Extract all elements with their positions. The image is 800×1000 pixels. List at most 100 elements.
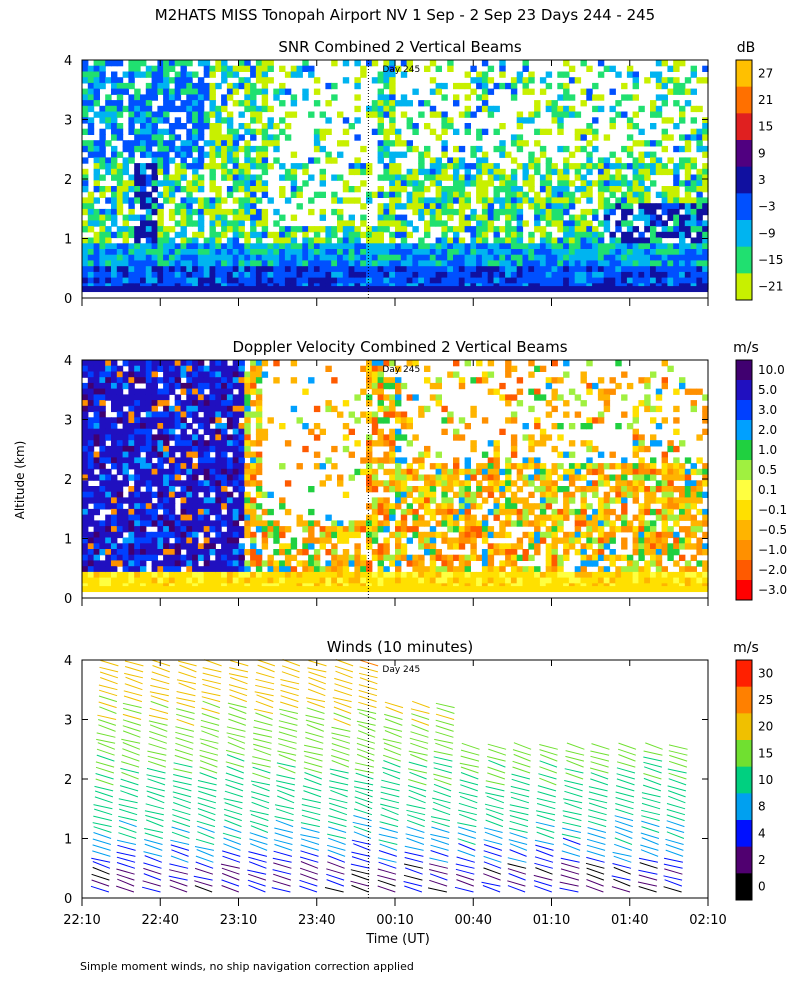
heatmap-cell: [505, 203, 512, 210]
heatmap-cell: [244, 208, 251, 216]
heatmap-cell: [551, 377, 558, 384]
heatmap-cell: [255, 365, 263, 372]
heatmap-cell: [516, 254, 524, 261]
heatmap-cell: [522, 60, 529, 67]
heatmap-cell: [458, 491, 466, 498]
heatmap-cell: [215, 554, 222, 561]
heatmap-cell: [325, 566, 332, 573]
heatmap-cell: [650, 254, 657, 261]
heatmap-cell: [505, 151, 512, 158]
heatmap-cell: [481, 94, 489, 101]
heatmap-cell: [82, 140, 89, 147]
heatmap-cell: [192, 123, 199, 130]
heatmap-cell: [673, 77, 680, 84]
heatmap-cell: [116, 549, 124, 556]
heatmap-cell: [371, 360, 379, 367]
heatmap-cell: [319, 237, 326, 244]
heatmap-cell: [157, 417, 164, 424]
heatmap-cell: [389, 468, 396, 476]
heatmap-cell: [111, 486, 118, 493]
heatmap-cell: [163, 577, 170, 584]
heatmap-cell: [539, 514, 547, 521]
heatmap-cell: [580, 277, 587, 284]
heatmap-cell: [221, 445, 228, 453]
heatmap-cell: [464, 457, 471, 464]
heatmap-cell: [140, 151, 147, 158]
heatmap-cell: [145, 440, 153, 447]
heatmap-cell: [163, 94, 170, 101]
heatmap-cell: [116, 463, 124, 470]
heatmap-cell: [82, 388, 89, 395]
heatmap-cell: [655, 277, 663, 284]
heatmap-cell: [377, 560, 384, 567]
heatmap-cell: [603, 163, 611, 170]
heatmap-cell: [93, 174, 100, 181]
heatmap-cell: [244, 186, 251, 193]
heatmap-cell: [128, 151, 135, 158]
heatmap-cell: [487, 249, 495, 256]
heatmap-cell: [557, 577, 564, 584]
heatmap-cell: [128, 371, 135, 378]
heatmap-cell: [313, 128, 321, 135]
heatmap-cell: [226, 65, 234, 72]
heatmap-cell: [134, 451, 141, 458]
heatmap-cell: [82, 434, 89, 441]
heatmap-cell: [470, 88, 477, 95]
heatmap-cell: [122, 400, 129, 407]
heatmap-cell: [255, 77, 263, 84]
heatmap-cell: [534, 220, 541, 227]
heatmap-cell: [626, 71, 634, 78]
heatmap-cell: [82, 180, 89, 187]
heatmap-cell: [464, 480, 471, 487]
heatmap-cell: [180, 237, 187, 244]
heatmap-cell: [481, 474, 489, 481]
heatmap-cell: [128, 60, 135, 67]
heatmap-cell: [163, 514, 170, 521]
heatmap-cell: [128, 174, 135, 181]
heatmap-cell: [232, 434, 240, 441]
heatmap-cell: [93, 400, 100, 407]
heatmap-cell: [128, 111, 135, 118]
heatmap-cell: [197, 388, 205, 395]
heatmap-cell: [429, 531, 437, 539]
heatmap-cell: [134, 543, 141, 550]
heatmap-cell: [539, 180, 547, 187]
heatmap-cell: [655, 203, 663, 210]
heatmap-cell: [180, 243, 187, 250]
heatmap-cell: [655, 237, 663, 244]
heatmap-cell: [192, 434, 199, 441]
heatmap-cell: [510, 157, 518, 164]
heatmap-cell: [134, 411, 141, 418]
heatmap-cell: [174, 405, 182, 413]
heatmap-cell: [458, 497, 466, 504]
heatmap-cell: [621, 111, 628, 118]
heatmap-cell: [279, 214, 286, 221]
heatmap-cell: [261, 531, 269, 539]
heatmap-cell: [389, 440, 396, 447]
heatmap-cell: [435, 271, 442, 279]
heatmap-cell: [366, 560, 373, 567]
heatmap-cell: [134, 100, 141, 107]
heatmap-cell: [644, 191, 651, 198]
heatmap-cell: [342, 231, 350, 239]
heatmap-cell: [203, 243, 211, 250]
heatmap-cell: [406, 254, 413, 261]
heatmap-cell: [395, 197, 402, 204]
heatmap-cell: [528, 503, 535, 510]
heatmap-cell: [87, 440, 95, 447]
heatmap-cell: [551, 514, 558, 521]
heatmap-cell: [383, 394, 390, 401]
heatmap-cell: [424, 266, 431, 273]
heatmap-cell: [174, 377, 182, 384]
heatmap-cell: [255, 71, 263, 78]
heatmap-cell: [522, 260, 529, 267]
heatmap-cell: [493, 214, 500, 221]
heatmap-cell: [87, 243, 95, 250]
heatmap-cell: [105, 543, 112, 550]
heatmap-cell: [354, 94, 361, 101]
heatmap-cell: [186, 554, 193, 561]
heatmap-cell: [389, 360, 396, 367]
heatmap-cell: [313, 88, 321, 95]
heatmap-cell: [134, 566, 141, 573]
